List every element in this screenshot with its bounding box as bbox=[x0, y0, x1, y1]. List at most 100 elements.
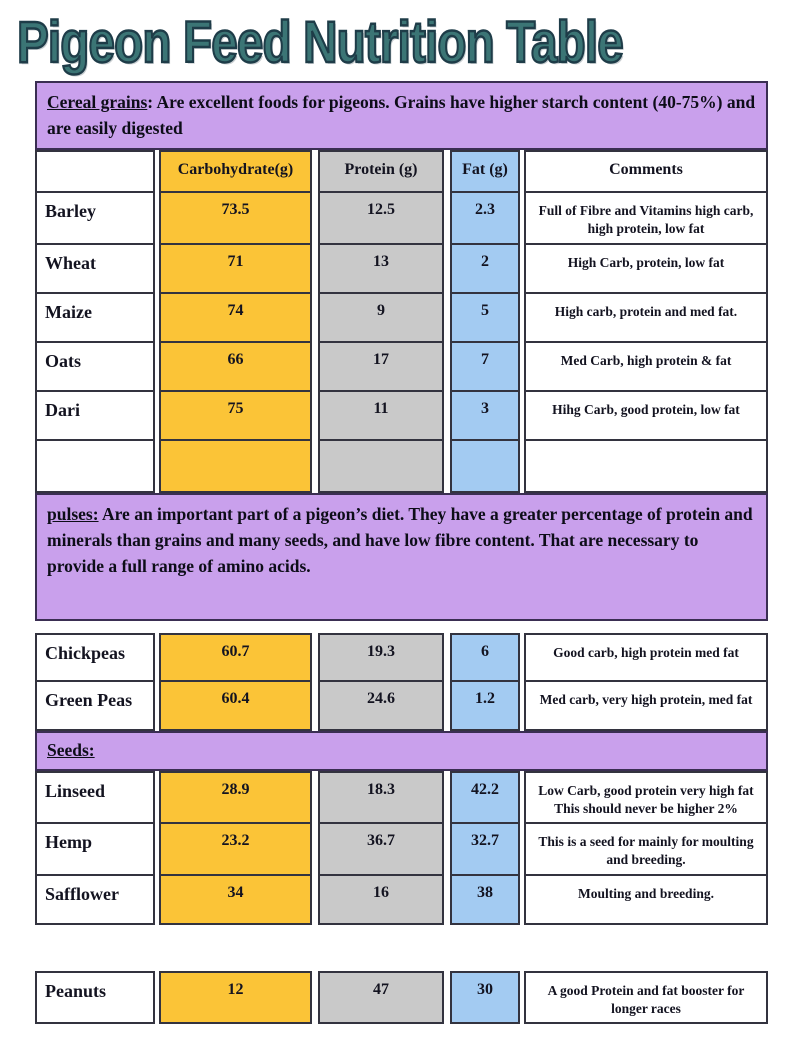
fat-value-cell: 38 bbox=[450, 875, 520, 925]
protein-value-cell: 17 bbox=[318, 342, 444, 392]
carb-value-cell: 60.4 bbox=[159, 682, 312, 732]
nutrition-table-peanuts: Peanuts 12 47 30 A good Protein and fat … bbox=[35, 970, 768, 1024]
table-row-wheat: Wheat 71 13 2 High Carb, protein, low fa… bbox=[35, 244, 768, 294]
comment-cell: Moulting and breeding. bbox=[524, 875, 768, 925]
column-gap bbox=[520, 193, 524, 245]
food-name-cell: Peanuts bbox=[35, 970, 155, 1024]
column-gap bbox=[444, 682, 450, 732]
carb-value-cell: 23.2 bbox=[159, 824, 312, 876]
column-gap bbox=[444, 391, 450, 441]
column-header-comments: Comments bbox=[524, 150, 768, 194]
food-name-cell: Green Peas bbox=[35, 682, 155, 732]
column-gap bbox=[155, 682, 159, 732]
protein-value-cell: 36.7 bbox=[318, 824, 444, 876]
column-gap bbox=[155, 244, 159, 294]
carb-value-cell: 12 bbox=[159, 970, 312, 1024]
fat-value-cell: 2.3 bbox=[450, 193, 520, 245]
table-row-oats: Oats 66 17 7 Med Carb, high protein & fa… bbox=[35, 342, 768, 392]
table-row-safflower: Safflower 34 16 38 Moulting and breeding… bbox=[35, 875, 768, 925]
column-gap bbox=[155, 824, 159, 876]
protein-value-cell bbox=[318, 440, 444, 493]
column-gap bbox=[312, 633, 318, 683]
column-gap bbox=[520, 244, 524, 294]
comment-cell: Med Carb, high protein & fat bbox=[524, 342, 768, 392]
column-gap bbox=[312, 391, 318, 441]
column-gap bbox=[155, 770, 159, 825]
banner-body-text: Are an important part of a pigeon’s diet… bbox=[47, 503, 753, 577]
column-gap bbox=[444, 440, 450, 493]
carb-value-cell: 73.5 bbox=[159, 193, 312, 245]
banner-lead-text: Seeds: bbox=[47, 740, 95, 761]
nutrition-table-seeds: Linseed 28.9 18.3 42.2 Low Carb, good pr… bbox=[35, 770, 768, 925]
food-name-cell: Dari bbox=[35, 391, 155, 441]
column-gap bbox=[312, 770, 318, 825]
table-row-peanuts: Peanuts 12 47 30 A good Protein and fat … bbox=[35, 970, 768, 1024]
comment-cell: High carb, protein and med fat. bbox=[524, 293, 768, 343]
table-row-chickpeas: Chickpeas 60.7 19.3 6 Good carb, high pr… bbox=[35, 633, 768, 683]
column-gap bbox=[444, 633, 450, 683]
column-gap bbox=[520, 770, 524, 825]
column-gap bbox=[444, 875, 450, 925]
column-gap bbox=[444, 150, 450, 194]
fat-value-cell: 1.2 bbox=[450, 682, 520, 732]
column-gap bbox=[312, 193, 318, 245]
food-name-cell: Chickpeas bbox=[35, 633, 155, 683]
carb-value-cell bbox=[159, 440, 312, 493]
comment-cell: High Carb, protein, low fat bbox=[524, 244, 768, 294]
fat-value-cell: 30 bbox=[450, 970, 520, 1024]
carb-value-cell: 34 bbox=[159, 875, 312, 925]
column-gap bbox=[520, 440, 524, 493]
column-gap bbox=[444, 342, 450, 392]
fat-value-cell: 32.7 bbox=[450, 824, 520, 876]
food-name-cell: Wheat bbox=[35, 244, 155, 294]
column-gap bbox=[155, 342, 159, 392]
column-gap bbox=[520, 970, 524, 1024]
comment-cell: A good Protein and fat booster for longe… bbox=[524, 970, 768, 1024]
protein-value-cell: 24.6 bbox=[318, 682, 444, 732]
table-row-linseed: Linseed 28.9 18.3 42.2 Low Carb, good pr… bbox=[35, 770, 768, 825]
comment-cell: Good carb, high protein med fat bbox=[524, 633, 768, 683]
comment-cell: Hihg Carb, good protein, low fat bbox=[524, 391, 768, 441]
column-gap bbox=[444, 293, 450, 343]
food-name-cell: Linseed bbox=[35, 770, 155, 825]
protein-value-cell: 9 bbox=[318, 293, 444, 343]
column-gap bbox=[312, 440, 318, 493]
carb-value-cell: 28.9 bbox=[159, 770, 312, 825]
comment-cell: This is a seed for mainly for moulting a… bbox=[524, 824, 768, 876]
fat-value-cell: 2 bbox=[450, 244, 520, 294]
column-gap bbox=[444, 824, 450, 876]
column-header-carbohydrate: Carbohydrate(g) bbox=[159, 150, 312, 194]
column-gap bbox=[444, 193, 450, 245]
column-gap bbox=[520, 391, 524, 441]
fat-value-cell: 6 bbox=[450, 633, 520, 683]
column-gap bbox=[520, 824, 524, 876]
column-gap bbox=[312, 150, 318, 194]
column-gap bbox=[444, 244, 450, 294]
protein-value-cell: 19.3 bbox=[318, 633, 444, 683]
column-gap bbox=[312, 682, 318, 732]
fat-value-cell bbox=[450, 440, 520, 493]
page-title: Pigeon Feed Nutrition Table bbox=[16, 9, 625, 76]
column-gap bbox=[520, 293, 524, 343]
food-name-cell: Hemp bbox=[35, 824, 155, 876]
column-gap bbox=[155, 391, 159, 441]
nutrition-table-cereal-grains: Carbohydrate(g) Protein (g) Fat (g) Comm… bbox=[35, 150, 768, 493]
fat-value-cell: 3 bbox=[450, 391, 520, 441]
column-gap bbox=[155, 293, 159, 343]
column-gap bbox=[155, 150, 159, 194]
table-row-empty bbox=[35, 440, 768, 493]
column-gap bbox=[312, 342, 318, 392]
carb-value-cell: 71 bbox=[159, 244, 312, 294]
column-gap bbox=[520, 682, 524, 732]
column-gap bbox=[155, 440, 159, 493]
food-name-cell: Safflower bbox=[35, 875, 155, 925]
column-gap bbox=[444, 770, 450, 825]
table-header-row: Carbohydrate(g) Protein (g) Fat (g) Comm… bbox=[35, 150, 768, 194]
table-row-green-peas: Green Peas 60.4 24.6 1.2 Med carb, very … bbox=[35, 682, 768, 732]
column-gap bbox=[155, 970, 159, 1024]
column-gap bbox=[155, 875, 159, 925]
comment-cell bbox=[524, 440, 768, 493]
column-gap bbox=[312, 875, 318, 925]
carb-value-cell: 75 bbox=[159, 391, 312, 441]
column-gap bbox=[312, 824, 318, 876]
